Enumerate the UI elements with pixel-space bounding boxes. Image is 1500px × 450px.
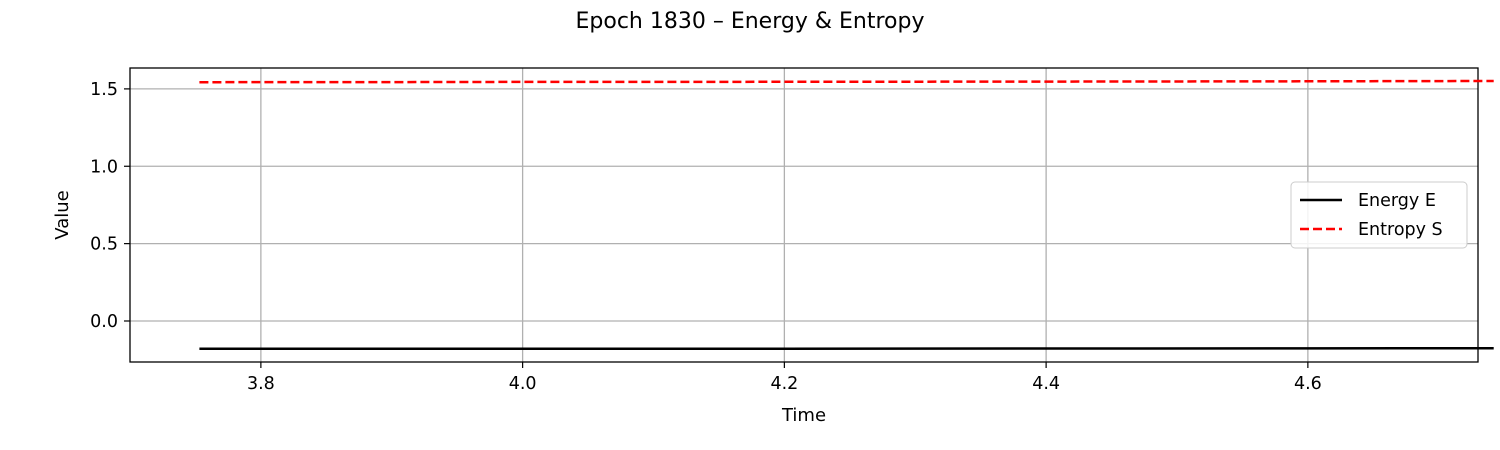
legend-label-energy: Energy E — [1358, 191, 1436, 211]
legend-label-entropy: Entropy S — [1358, 220, 1443, 240]
plot-area-frame — [129, 67, 1479, 363]
x-tick-label: 3.8 — [247, 374, 275, 394]
x-tick-label: 4.6 — [1294, 374, 1322, 394]
y-tick-label: 1.0 — [90, 157, 118, 177]
legend-box — [1290, 181, 1468, 249]
y-tick-label: 0.0 — [90, 312, 118, 332]
x-tick-label: 4.4 — [1032, 374, 1060, 394]
y-axis-label: Value — [52, 190, 73, 239]
axis-ticks: 3.8 4.0 4.2 4.4 4.6 0.0 0.5 1.0 1.5 — [90, 80, 1322, 394]
grid-lines — [130, 68, 1478, 362]
series-line-energy-e — [199, 346, 1494, 351]
chart-legend: Energy E Entropy S — [1290, 181, 1468, 249]
x-tick-label: 4.2 — [770, 374, 798, 394]
data-series — [199, 79, 1494, 351]
x-tick-label: 4.0 — [509, 374, 537, 394]
y-tick-label: 0.5 — [90, 235, 118, 255]
chart-title: Epoch 1830 – Energy & Entropy — [576, 9, 925, 34]
x-axis-label: Time — [781, 405, 826, 426]
series-line-entropy-s — [199, 79, 1494, 84]
y-tick-label: 1.5 — [90, 80, 118, 100]
